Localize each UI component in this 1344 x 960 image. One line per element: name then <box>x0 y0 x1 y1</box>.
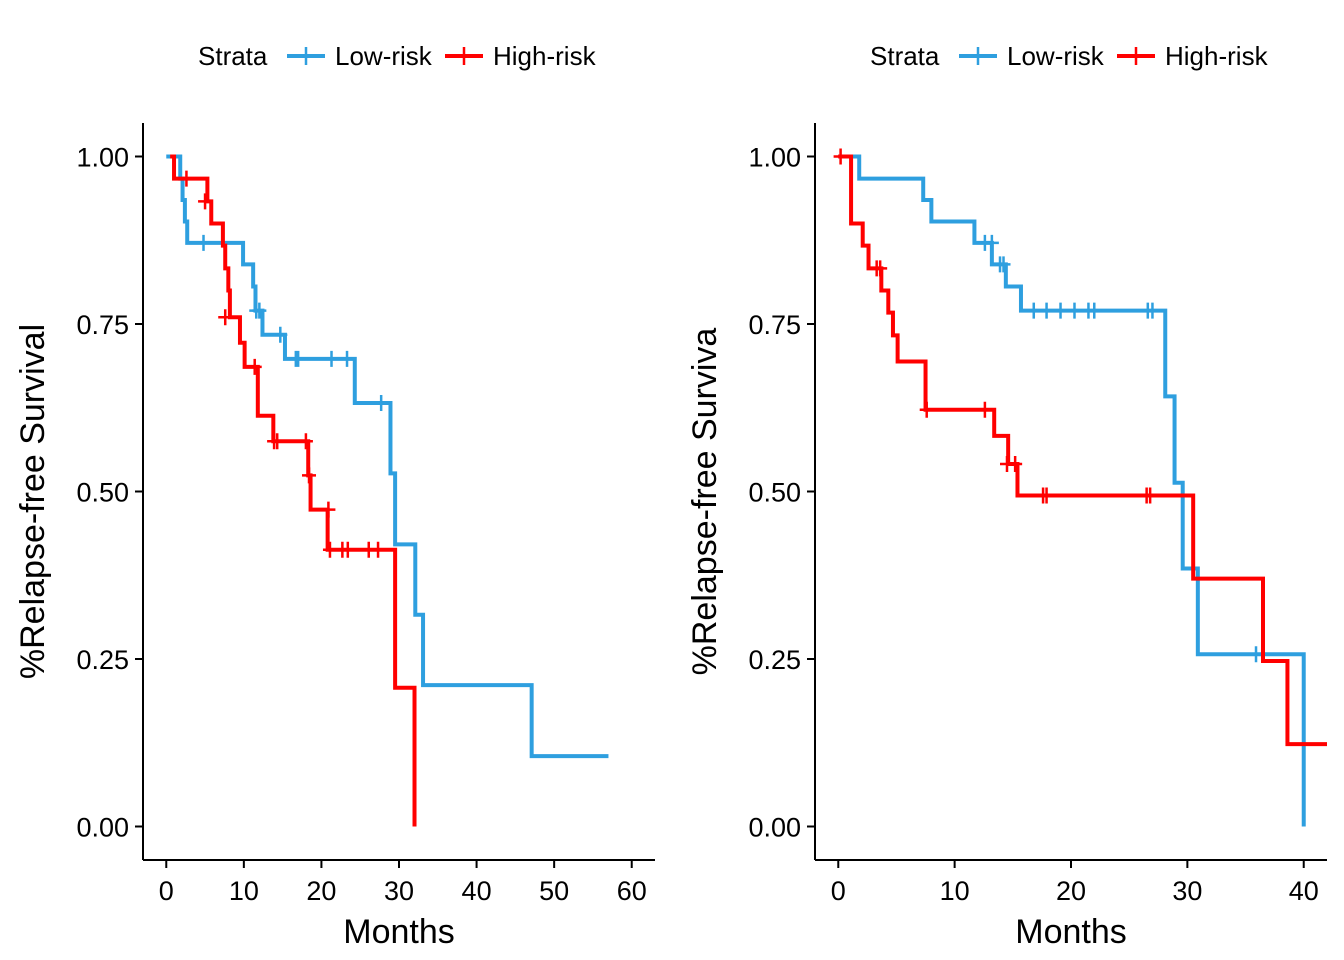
censor-mark <box>996 256 1011 273</box>
censor-mark <box>273 326 288 343</box>
plot-area <box>833 148 1327 827</box>
censor-mark <box>374 395 389 412</box>
censor-mark <box>1039 302 1054 319</box>
censor-mark <box>1067 302 1082 319</box>
series-high-risk <box>170 154 417 827</box>
y-tick-label: 0.75 <box>748 310 801 340</box>
censor-mark <box>833 148 848 165</box>
y-tick-label: 1.00 <box>748 143 801 173</box>
series-low-risk <box>838 154 1306 827</box>
y-axis-title: %Relapse-free Survival <box>14 324 52 679</box>
x-tick-label: 10 <box>229 876 259 906</box>
censor-mark <box>179 170 194 187</box>
censor-mark <box>340 350 355 367</box>
censor-mark <box>302 467 317 484</box>
series-high-risk <box>833 148 1327 747</box>
censor-mark <box>298 433 313 450</box>
censor-mark <box>198 193 213 210</box>
x-tick-label: 40 <box>462 876 492 906</box>
x-axis-title: Months <box>343 913 455 951</box>
chart-panel-1: 0.00 0.25 0.50 0.75 1.00 0 10 20 30 40 50 60 Months%… <box>14 41 655 951</box>
y-axis-title: %Relapse-free Surviva <box>686 328 724 676</box>
x-tick-label: 60 <box>617 876 647 906</box>
y-tick-label: 0.00 <box>76 813 129 843</box>
y-tick-label: 0.00 <box>748 813 801 843</box>
x-tick-label: 10 <box>940 876 970 906</box>
x-tick-label: 0 <box>159 876 174 906</box>
censor-mark <box>218 309 233 326</box>
censor-mark <box>247 358 262 375</box>
censor-mark <box>984 234 999 251</box>
survival-step-line <box>838 154 1327 747</box>
censor-mark <box>321 501 336 518</box>
censor-mark <box>977 401 992 418</box>
censor-mark <box>919 401 934 418</box>
censor-mark <box>340 541 355 558</box>
legend-label: High-risk <box>493 41 597 71</box>
legend-label: Low-risk <box>335 41 433 71</box>
y-tick-label: 0.25 <box>76 645 129 675</box>
legend-label: High-risk <box>1165 41 1269 71</box>
legend-label: Low-risk <box>1007 41 1105 71</box>
censor-mark <box>1039 487 1054 504</box>
x-tick-label: 20 <box>306 876 336 906</box>
censor-mark <box>252 302 267 319</box>
survival-step-line <box>166 154 609 759</box>
chart-panel-2: 0.00 0.25 0.50 0.75 1.00 0 10 20 30 40 Months %Rela… <box>686 41 1327 951</box>
censor-mark <box>371 541 386 558</box>
x-tick-label: 50 <box>539 876 569 906</box>
plot-area <box>166 154 609 827</box>
y-tick-label: 0.50 <box>748 478 801 508</box>
censor-mark <box>1249 646 1264 663</box>
x-tick-label: 0 <box>831 876 846 906</box>
legend: Strata Low-risk High-risk <box>870 41 1269 71</box>
censor-mark <box>873 260 888 277</box>
x-tick-label: 20 <box>1056 876 1086 906</box>
censor-mark <box>270 433 285 450</box>
censor-mark <box>1087 302 1102 319</box>
censor-mark <box>1145 302 1160 319</box>
censor-mark <box>324 350 339 367</box>
x-tick-label: 40 <box>1289 876 1319 906</box>
y-tick-label: 0.50 <box>76 478 129 508</box>
y-tick-label: 1.00 <box>76 143 129 173</box>
legend: Strata Low-risk High-risk <box>198 41 597 71</box>
legend-title: Strata <box>198 41 268 71</box>
y-tick-label: 0.25 <box>748 645 801 675</box>
censor-mark <box>1026 302 1041 319</box>
legend-title: Strata <box>870 41 940 71</box>
y-tick-label: 0.75 <box>76 310 129 340</box>
censor-mark <box>322 541 337 558</box>
censor-mark <box>1143 487 1158 504</box>
x-tick-label: 30 <box>384 876 414 906</box>
survival-step-line <box>170 154 417 827</box>
censor-mark <box>1008 456 1023 473</box>
x-axis-title: Months <box>1015 913 1127 951</box>
censor-mark <box>1053 302 1068 319</box>
survival-step-line <box>838 154 1306 827</box>
censor-mark <box>291 350 306 367</box>
x-tick-label: 30 <box>1172 876 1202 906</box>
censor-mark <box>196 234 211 251</box>
series-low-risk <box>166 154 609 759</box>
